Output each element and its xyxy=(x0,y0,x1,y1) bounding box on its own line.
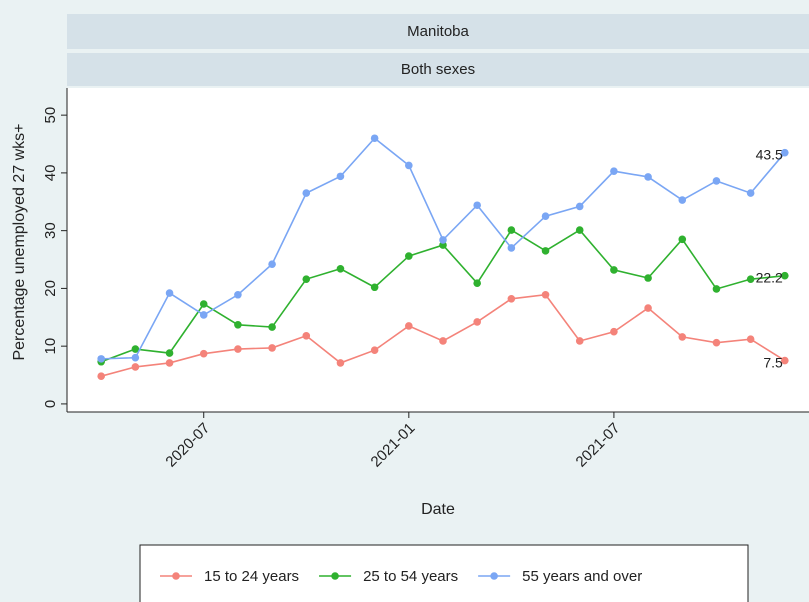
data-label: 7.5 xyxy=(763,354,783,370)
data-point xyxy=(405,322,413,330)
data-point xyxy=(781,148,789,157)
data-point xyxy=(336,172,345,181)
data-point xyxy=(199,349,208,358)
data-point xyxy=(678,333,687,341)
data-point xyxy=(234,290,242,299)
subpanel-title: Both sexes xyxy=(401,61,475,78)
data-point xyxy=(302,331,311,340)
data-point xyxy=(370,346,379,355)
data-point xyxy=(97,372,105,380)
legend-box xyxy=(139,544,749,602)
data-point xyxy=(678,196,687,204)
data-point xyxy=(268,344,276,352)
x-axis-title: Date xyxy=(421,501,455,518)
data-point xyxy=(131,363,140,371)
data-point xyxy=(712,285,721,293)
data-point xyxy=(507,295,516,303)
y-tick-label: 20 xyxy=(42,280,59,297)
legend-label: 55 years and over xyxy=(522,568,642,585)
data-point xyxy=(97,355,105,363)
data-point xyxy=(712,177,721,185)
data-label: 43.5 xyxy=(756,146,783,162)
subpanel-strip xyxy=(67,53,809,86)
data-point xyxy=(473,201,481,210)
data-point xyxy=(781,356,789,365)
panel-strip xyxy=(67,14,809,49)
y-tick-label: 30 xyxy=(42,222,59,239)
data-point xyxy=(541,212,550,221)
data-point xyxy=(131,353,140,362)
data-point xyxy=(610,327,618,336)
y-tick-label: 0 xyxy=(42,400,59,408)
data-point xyxy=(234,345,242,353)
data-point xyxy=(370,134,379,143)
data-point xyxy=(473,279,481,288)
data-point xyxy=(199,311,208,319)
legend-marker xyxy=(172,572,180,580)
data-point xyxy=(405,161,413,170)
data-point xyxy=(712,338,721,347)
legend-label: 25 to 54 years xyxy=(363,568,458,585)
data-point xyxy=(165,349,174,357)
data-point xyxy=(610,167,618,175)
plot-area xyxy=(67,88,809,412)
data-point xyxy=(781,271,789,280)
legend-marker xyxy=(490,572,498,580)
data-point xyxy=(268,260,276,268)
data-point xyxy=(575,202,584,211)
data-point xyxy=(199,300,208,308)
data-point xyxy=(336,359,345,367)
data-point xyxy=(234,320,242,329)
data-point xyxy=(165,359,174,367)
data-point xyxy=(746,335,755,344)
data-point xyxy=(507,244,516,252)
data-point xyxy=(746,189,755,197)
data-point xyxy=(541,290,550,299)
data-point xyxy=(268,323,276,331)
data-point xyxy=(131,345,140,353)
data-label: 22.2 xyxy=(756,269,783,285)
data-point xyxy=(473,318,481,326)
data-point xyxy=(541,247,550,255)
data-point xyxy=(439,241,447,249)
data-point xyxy=(644,304,652,312)
data-point xyxy=(405,252,413,260)
data-point xyxy=(575,226,584,234)
legend-marker xyxy=(331,572,339,580)
data-point xyxy=(644,274,652,282)
data-point xyxy=(507,226,516,234)
y-tick-label: 50 xyxy=(42,107,59,124)
data-point xyxy=(575,337,584,345)
data-point xyxy=(165,289,174,297)
y-tick-label: 40 xyxy=(42,165,59,182)
legend-label: 15 to 24 years xyxy=(204,568,299,585)
data-point xyxy=(439,337,447,345)
data-point xyxy=(302,189,311,197)
data-point xyxy=(610,266,618,274)
data-point xyxy=(370,283,379,292)
data-point xyxy=(746,275,755,283)
data-point xyxy=(644,173,652,181)
data-point xyxy=(336,264,345,273)
data-point xyxy=(678,235,687,244)
data-point xyxy=(302,275,311,283)
y-tick-label: 10 xyxy=(42,338,59,355)
y-axis-title: Percentage unemployed 27 wks+ xyxy=(11,123,28,360)
data-point xyxy=(439,236,447,244)
panel-title: Manitoba xyxy=(407,23,469,40)
